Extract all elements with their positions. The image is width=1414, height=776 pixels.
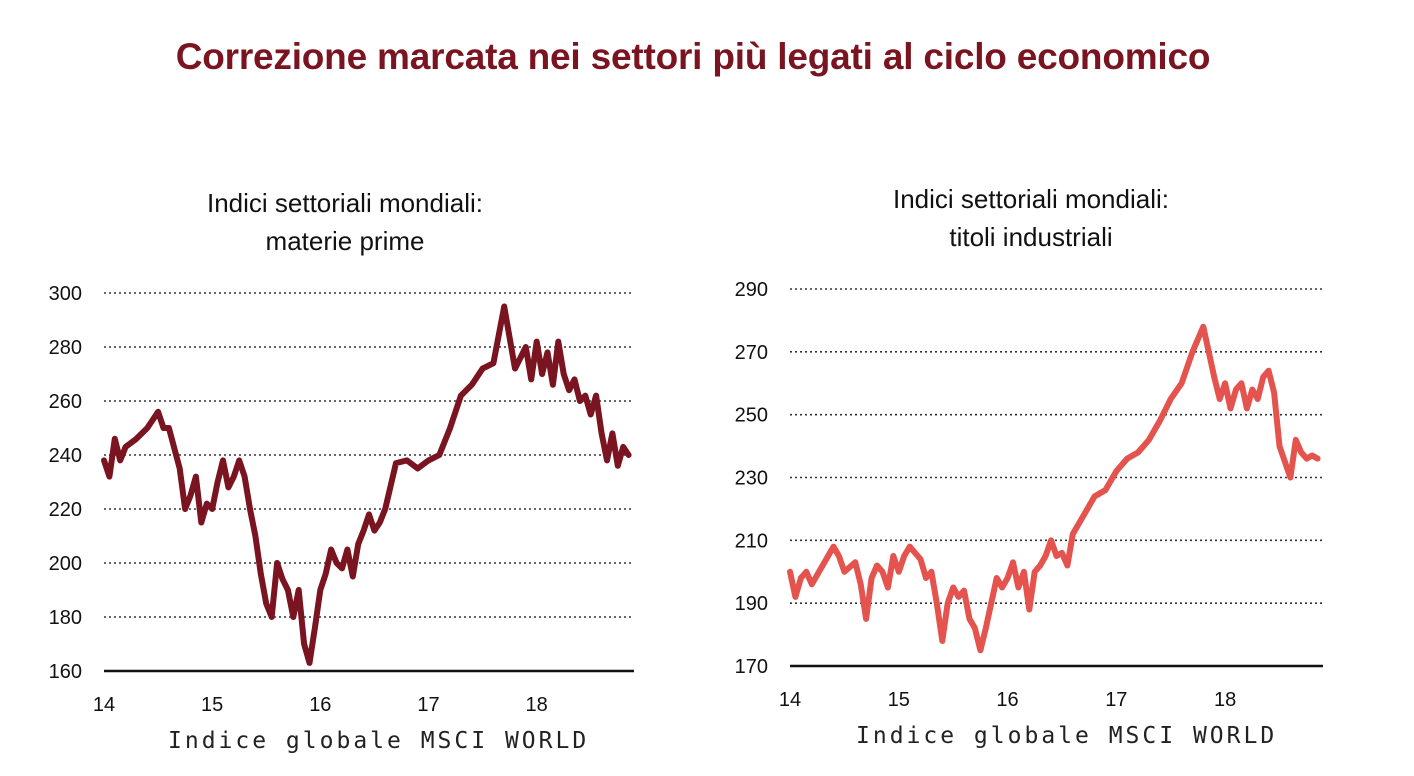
svg-text:190: 190 <box>735 593 768 615</box>
svg-text:18: 18 <box>526 694 548 716</box>
x-tick-label: 17 <box>417 694 439 716</box>
svg-text:220: 220 <box>49 499 82 521</box>
x-tick-label: 16 <box>996 689 1018 711</box>
y-tick-label: 210 <box>735 530 768 552</box>
svg-text:14: 14 <box>93 694 115 716</box>
chart-title-materie-prime: Indici settoriali mondiali: materie prim… <box>140 184 550 260</box>
x-tick-label: 14 <box>93 694 115 716</box>
x-axis-label: Indice globale MSCI WORLD <box>168 728 590 754</box>
x-tick-label: 14 <box>779 689 801 711</box>
x-tick-label: 17 <box>1105 689 1127 711</box>
svg-text:260: 260 <box>49 391 82 413</box>
svg-text:240: 240 <box>49 445 82 467</box>
y-tick-label: 280 <box>49 337 82 359</box>
x-tick-label: 16 <box>309 694 331 716</box>
x-tick-label: 15 <box>888 689 910 711</box>
svg-text:270: 270 <box>735 342 768 364</box>
series-line-materie-prime <box>101 303 632 666</box>
y-tick-label: 180 <box>49 607 82 629</box>
chart-title-line1: Indici settoriali mondiali: <box>206 188 483 218</box>
svg-text:170: 170 <box>735 656 768 678</box>
svg-text:16: 16 <box>996 689 1018 711</box>
x-axis-label: Indice globale MSCI WORLD <box>856 723 1278 749</box>
y-tick-label: 260 <box>49 391 82 413</box>
chart-subtitle: titoli industriali <box>949 222 1113 252</box>
y-tick-label: 200 <box>49 553 82 575</box>
x-tick-label: 18 <box>526 694 548 716</box>
y-tick-label: 240 <box>49 445 82 467</box>
svg-text:17: 17 <box>417 694 439 716</box>
svg-text:15: 15 <box>888 689 910 711</box>
x-tick-label: 18 <box>1214 689 1236 711</box>
chart-title-line1: Indici settoriali mondiali: <box>892 184 1169 214</box>
svg-text:250: 250 <box>735 405 768 427</box>
svg-text:17: 17 <box>1105 689 1127 711</box>
svg-text:230: 230 <box>735 468 768 490</box>
chart-title-titoli-industriali: Indici settoriali mondiali: titoli indus… <box>826 180 1236 256</box>
y-tick-label: 250 <box>735 405 768 427</box>
y-tick-label: 270 <box>735 342 768 364</box>
svg-text:14: 14 <box>779 689 801 711</box>
y-tick-label: 190 <box>735 593 768 615</box>
y-tick-label: 220 <box>49 499 82 521</box>
svg-text:180: 180 <box>49 607 82 629</box>
svg-text:290: 290 <box>735 279 768 301</box>
main-title: Correzione marcata nei settori più legat… <box>175 36 1211 77</box>
svg-text:280: 280 <box>49 337 82 359</box>
y-tick-label: 290 <box>735 279 768 301</box>
svg-text:16: 16 <box>309 694 331 716</box>
y-tick-label: 230 <box>735 468 768 490</box>
x-tick-label: 15 <box>201 694 223 716</box>
svg-text:160: 160 <box>49 661 82 683</box>
svg-text:300: 300 <box>49 283 82 305</box>
y-tick-label: 170 <box>735 656 768 678</box>
svg-text:200: 200 <box>49 553 82 575</box>
svg-text:18: 18 <box>1214 689 1236 711</box>
svg-text:15: 15 <box>201 694 223 716</box>
y-tick-label: 300 <box>49 283 82 305</box>
series-line-titoli-industriali <box>787 323 1321 654</box>
y-tick-label: 160 <box>49 661 82 683</box>
chart-subtitle: materie prime <box>265 226 425 256</box>
svg-text:210: 210 <box>735 530 768 552</box>
